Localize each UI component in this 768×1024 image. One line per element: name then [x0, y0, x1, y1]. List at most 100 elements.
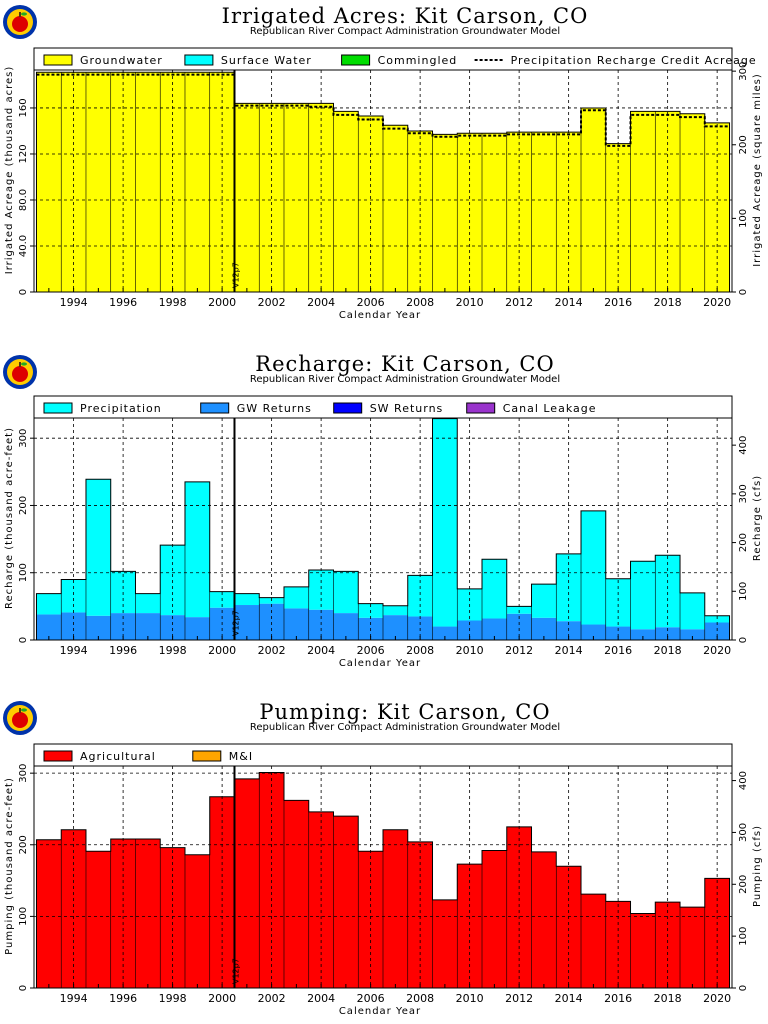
- bar-gw-returns-2005: [333, 613, 359, 640]
- apple-logo-icon: [3, 355, 37, 389]
- pumping-chart: V12p7 Agricultural M&I 0 100 200 300 0 100 200 300…: [4, 743, 763, 1017]
- x-tick-label: 2016: [604, 644, 632, 657]
- bar-agricultural-2013: [531, 851, 557, 988]
- x-tick-label: 2004: [307, 296, 335, 309]
- plot-frame: [33, 743, 733, 989]
- bar-gw-returns-2020: [704, 622, 730, 640]
- bar-agricultural-2020: [704, 878, 730, 988]
- bar-precipitation-1993: [36, 593, 62, 615]
- bar-agricultural-2017: [630, 913, 656, 988]
- y-tick-label: 300: [18, 764, 29, 783]
- bar-agricultural-2008: [407, 841, 433, 988]
- chart-subtitle: Republican River Compact Administration …: [249, 374, 561, 385]
- x-tick-label: 2002: [258, 992, 286, 1005]
- x-tick-label: 2010: [456, 992, 484, 1005]
- y-tick-label-right: 400: [738, 436, 749, 455]
- bar-agricultural-2005: [333, 816, 359, 988]
- y-tick-label: 100: [18, 907, 29, 926]
- bar-groundwater-1996: [110, 72, 136, 292]
- bar-groundwater-2007: [383, 125, 408, 292]
- bar-gw-returns-2016: [605, 626, 631, 640]
- x-tick-label: 1996: [109, 296, 137, 309]
- x-tick-label: 2004: [307, 992, 335, 1005]
- bar-gw-returns-1993: [36, 614, 62, 640]
- x-tick-label: 1996: [109, 992, 137, 1005]
- bar-agricultural-1993: [36, 839, 62, 988]
- bar-agricultural-2014: [556, 866, 582, 988]
- x-tick-label: 2010: [456, 644, 484, 657]
- bar-agricultural-2015: [581, 894, 606, 988]
- bar-groundwater-1993: [36, 72, 62, 292]
- plot-frame: [33, 47, 733, 293]
- bar-groundwater-2012: [506, 132, 532, 292]
- chart-title: Recharge: Kit Carson, CO: [255, 352, 555, 376]
- bar-gw-returns-2015: [581, 624, 606, 640]
- legend-swatch: [43, 402, 73, 414]
- bar-agricultural-1999: [184, 854, 210, 988]
- bar-precipitation-2013: [531, 584, 557, 618]
- x-tick-label: 2016: [604, 992, 632, 1005]
- bar-precipitation-2005: [333, 571, 359, 614]
- pumping-panel: Pumping: Kit Carson, CO Republican River…: [0, 692, 768, 1024]
- x-tick-label: 2006: [357, 992, 385, 1005]
- bar-gw-returns-2001: [234, 605, 260, 640]
- bar-agricultural-2009: [432, 899, 458, 988]
- x-tick-label: 2016: [604, 296, 632, 309]
- x-tick-label: 2014: [555, 644, 583, 657]
- y-tick-label-right: 300: [738, 823, 749, 842]
- bar-groundwater-1995: [85, 72, 111, 292]
- y-tick-label-right: 100: [738, 209, 749, 228]
- y-tick-label-right: 100: [738, 927, 749, 946]
- bar-precipitation-1995: [85, 479, 111, 616]
- x-tick-label: 2000: [208, 992, 236, 1005]
- legend-label: Precipitation Recharge Credit Acreage: [511, 54, 757, 67]
- x-tick-label: 1998: [159, 992, 187, 1005]
- legend-swatch: [43, 750, 73, 762]
- legend-swatch: [466, 402, 496, 414]
- x-tick-label: 2014: [555, 296, 583, 309]
- bar-precipitation-2017: [630, 561, 656, 630]
- y-tick-label: 200: [18, 835, 29, 854]
- bar-precipitation-2019: [680, 592, 705, 630]
- bar-gw-returns-2003: [283, 608, 309, 640]
- y-tick-label-right: 300: [738, 484, 749, 503]
- bar-groundwater-1994: [61, 72, 86, 292]
- bar-precipitation-2016: [605, 578, 631, 627]
- legend-label: Agricultural: [80, 750, 156, 763]
- y-tick-label: 160: [18, 98, 29, 117]
- y-tick-label-right: 0: [738, 985, 749, 991]
- bar-precipitation-1999: [184, 481, 210, 618]
- x-tick-label: 2018: [654, 644, 682, 657]
- chart-title: Irrigated Acres: Kit Carson, CO: [221, 4, 589, 28]
- y-axis-label-right: Pumping (cfs): [752, 825, 763, 907]
- bar-agricultural-1995: [85, 851, 111, 988]
- x-tick-label: 2008: [406, 296, 434, 309]
- y-tick-label: 200: [18, 496, 29, 515]
- x-tick-label: 1996: [109, 644, 137, 657]
- legend-label: Groundwater: [80, 54, 163, 67]
- bar-precipitation-2007: [383, 605, 408, 616]
- legend-label: M&I: [229, 750, 253, 763]
- x-tick-label: 2006: [357, 296, 385, 309]
- y-tick-label: 0: [18, 637, 29, 643]
- legend-label: GW Returns: [237, 402, 312, 415]
- x-tick-label: 1994: [60, 296, 88, 309]
- bar-precipitation-1994: [61, 579, 86, 613]
- bar-agricultural-2018: [655, 902, 681, 988]
- x-tick-label: 1994: [60, 992, 88, 1005]
- chart-title: Pumping: Kit Carson, CO: [259, 700, 551, 724]
- legend-swatch: [341, 54, 371, 66]
- y-tick-label: 120: [18, 144, 29, 163]
- bar-groundwater-2000: [209, 72, 235, 292]
- y-tick-label-right: 400: [738, 771, 749, 790]
- bar-groundwater-2014: [556, 132, 582, 292]
- version-marker-label: V12p7: [231, 610, 240, 636]
- x-tick-label: 2020: [703, 992, 731, 1005]
- x-tick-label: 2018: [654, 296, 682, 309]
- bar-gw-returns-2017: [630, 629, 656, 640]
- bar-gw-returns-2007: [383, 615, 408, 640]
- x-axis-label: Calendar Year: [339, 658, 421, 669]
- x-tick-label: 2000: [208, 644, 236, 657]
- bar-groundwater-2013: [531, 132, 557, 292]
- y-axis-label: Recharge (thousand acre-feet): [4, 427, 15, 609]
